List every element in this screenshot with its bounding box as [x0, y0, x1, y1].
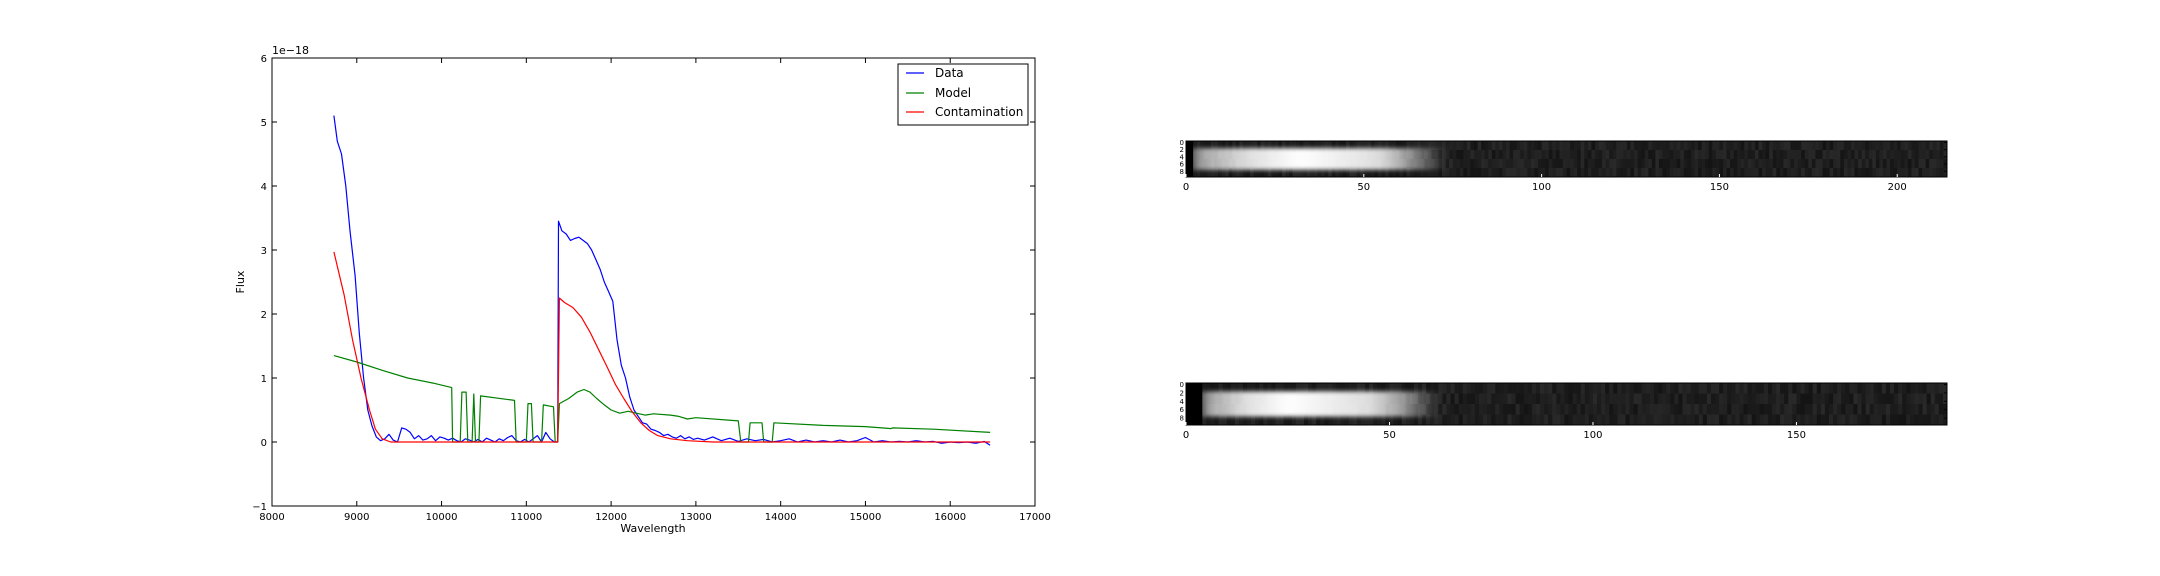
y-tick-label: 0 — [1180, 381, 1184, 389]
x-tick-label: 100 — [1583, 430, 1602, 441]
y-tick-label: 4 — [1180, 153, 1185, 161]
series-line-contamination — [333, 251, 991, 443]
x-tick-label: 150 — [1787, 430, 1806, 441]
y-tick-label: 1 — [261, 374, 267, 385]
line-chart-ticks: 8000 9000 10000 11000 12000 13000 14000 15000 16… — [252, 54, 1051, 523]
spectrum-image-frame — [1185, 382, 1948, 426]
line-chart-series-layer — [333, 115, 991, 446]
legend-box — [897, 63, 1029, 126]
x-tick-label: 15000 — [850, 512, 882, 523]
spectrum-trace — [1193, 148, 1446, 170]
x-tick-label: 17000 — [1019, 512, 1051, 523]
legend-label-model: Model — [935, 86, 971, 100]
x-tick-label: 150 — [1710, 182, 1729, 193]
line-chart: 8000 9000 10000 11000 12000 13000 14000 15000 16… — [234, 44, 1051, 535]
x-tick-label: 0 — [1183, 430, 1189, 441]
y-tick-label: 0 — [1180, 139, 1184, 147]
y-tick-label: 2 — [1180, 389, 1184, 397]
y-tick-label: 4 — [1180, 398, 1185, 406]
legend-label-data: Data — [935, 66, 964, 80]
x-tick-label: 100 — [1532, 182, 1551, 193]
y-tick-label: 6 — [261, 54, 267, 65]
x-tick-label: 50 — [1383, 430, 1396, 441]
y-tick-label: 3 — [261, 246, 267, 257]
x-tick-label: 14000 — [765, 512, 797, 523]
x-tick-label: 50 — [1357, 182, 1370, 193]
x-tick-label: 13000 — [680, 512, 712, 523]
spectrum-trace — [1202, 391, 1439, 417]
x-tick-label: 12000 — [595, 512, 627, 523]
x-axis-label: Wavelength — [620, 522, 685, 535]
y-tick-label: 8 — [1180, 168, 1184, 176]
legend-label-contamination: Contamination — [935, 105, 1023, 119]
spectrum-image-frame — [1185, 140, 1948, 178]
x-tick-label: 0 — [1183, 182, 1189, 193]
y-axis-offset-label: 1e−18 — [272, 44, 309, 57]
spectrum-image-edge — [1186, 141, 1194, 177]
x-tick-label: 8000 — [259, 512, 284, 523]
x-tick-label: 11000 — [510, 512, 542, 523]
y-tick-label: 6 — [1180, 161, 1185, 169]
y-tick-label: −1 — [252, 502, 267, 513]
series-line-data — [333, 115, 991, 446]
y-tick-label: 0 — [261, 438, 267, 449]
y-axis-label: Flux — [234, 270, 247, 293]
x-tick-label: 9000 — [344, 512, 369, 523]
spectrum-image-edge — [1186, 383, 1203, 425]
y-tick-label: 2 — [261, 310, 267, 321]
y-tick-label: 8 — [1180, 415, 1184, 423]
y-tick-label: 5 — [261, 118, 267, 129]
legend: Data Model Contamination — [897, 63, 1029, 126]
x-tick-label: 10000 — [426, 512, 458, 523]
y-tick-label: 4 — [261, 182, 267, 193]
y-tick-label: 6 — [1180, 406, 1185, 414]
line-chart-plot-area — [271, 57, 1036, 507]
x-tick-label: 200 — [1888, 182, 1907, 193]
y-tick-label: 2 — [1180, 146, 1184, 154]
x-tick-label: 16000 — [934, 512, 966, 523]
series-line-model — [333, 355, 991, 443]
